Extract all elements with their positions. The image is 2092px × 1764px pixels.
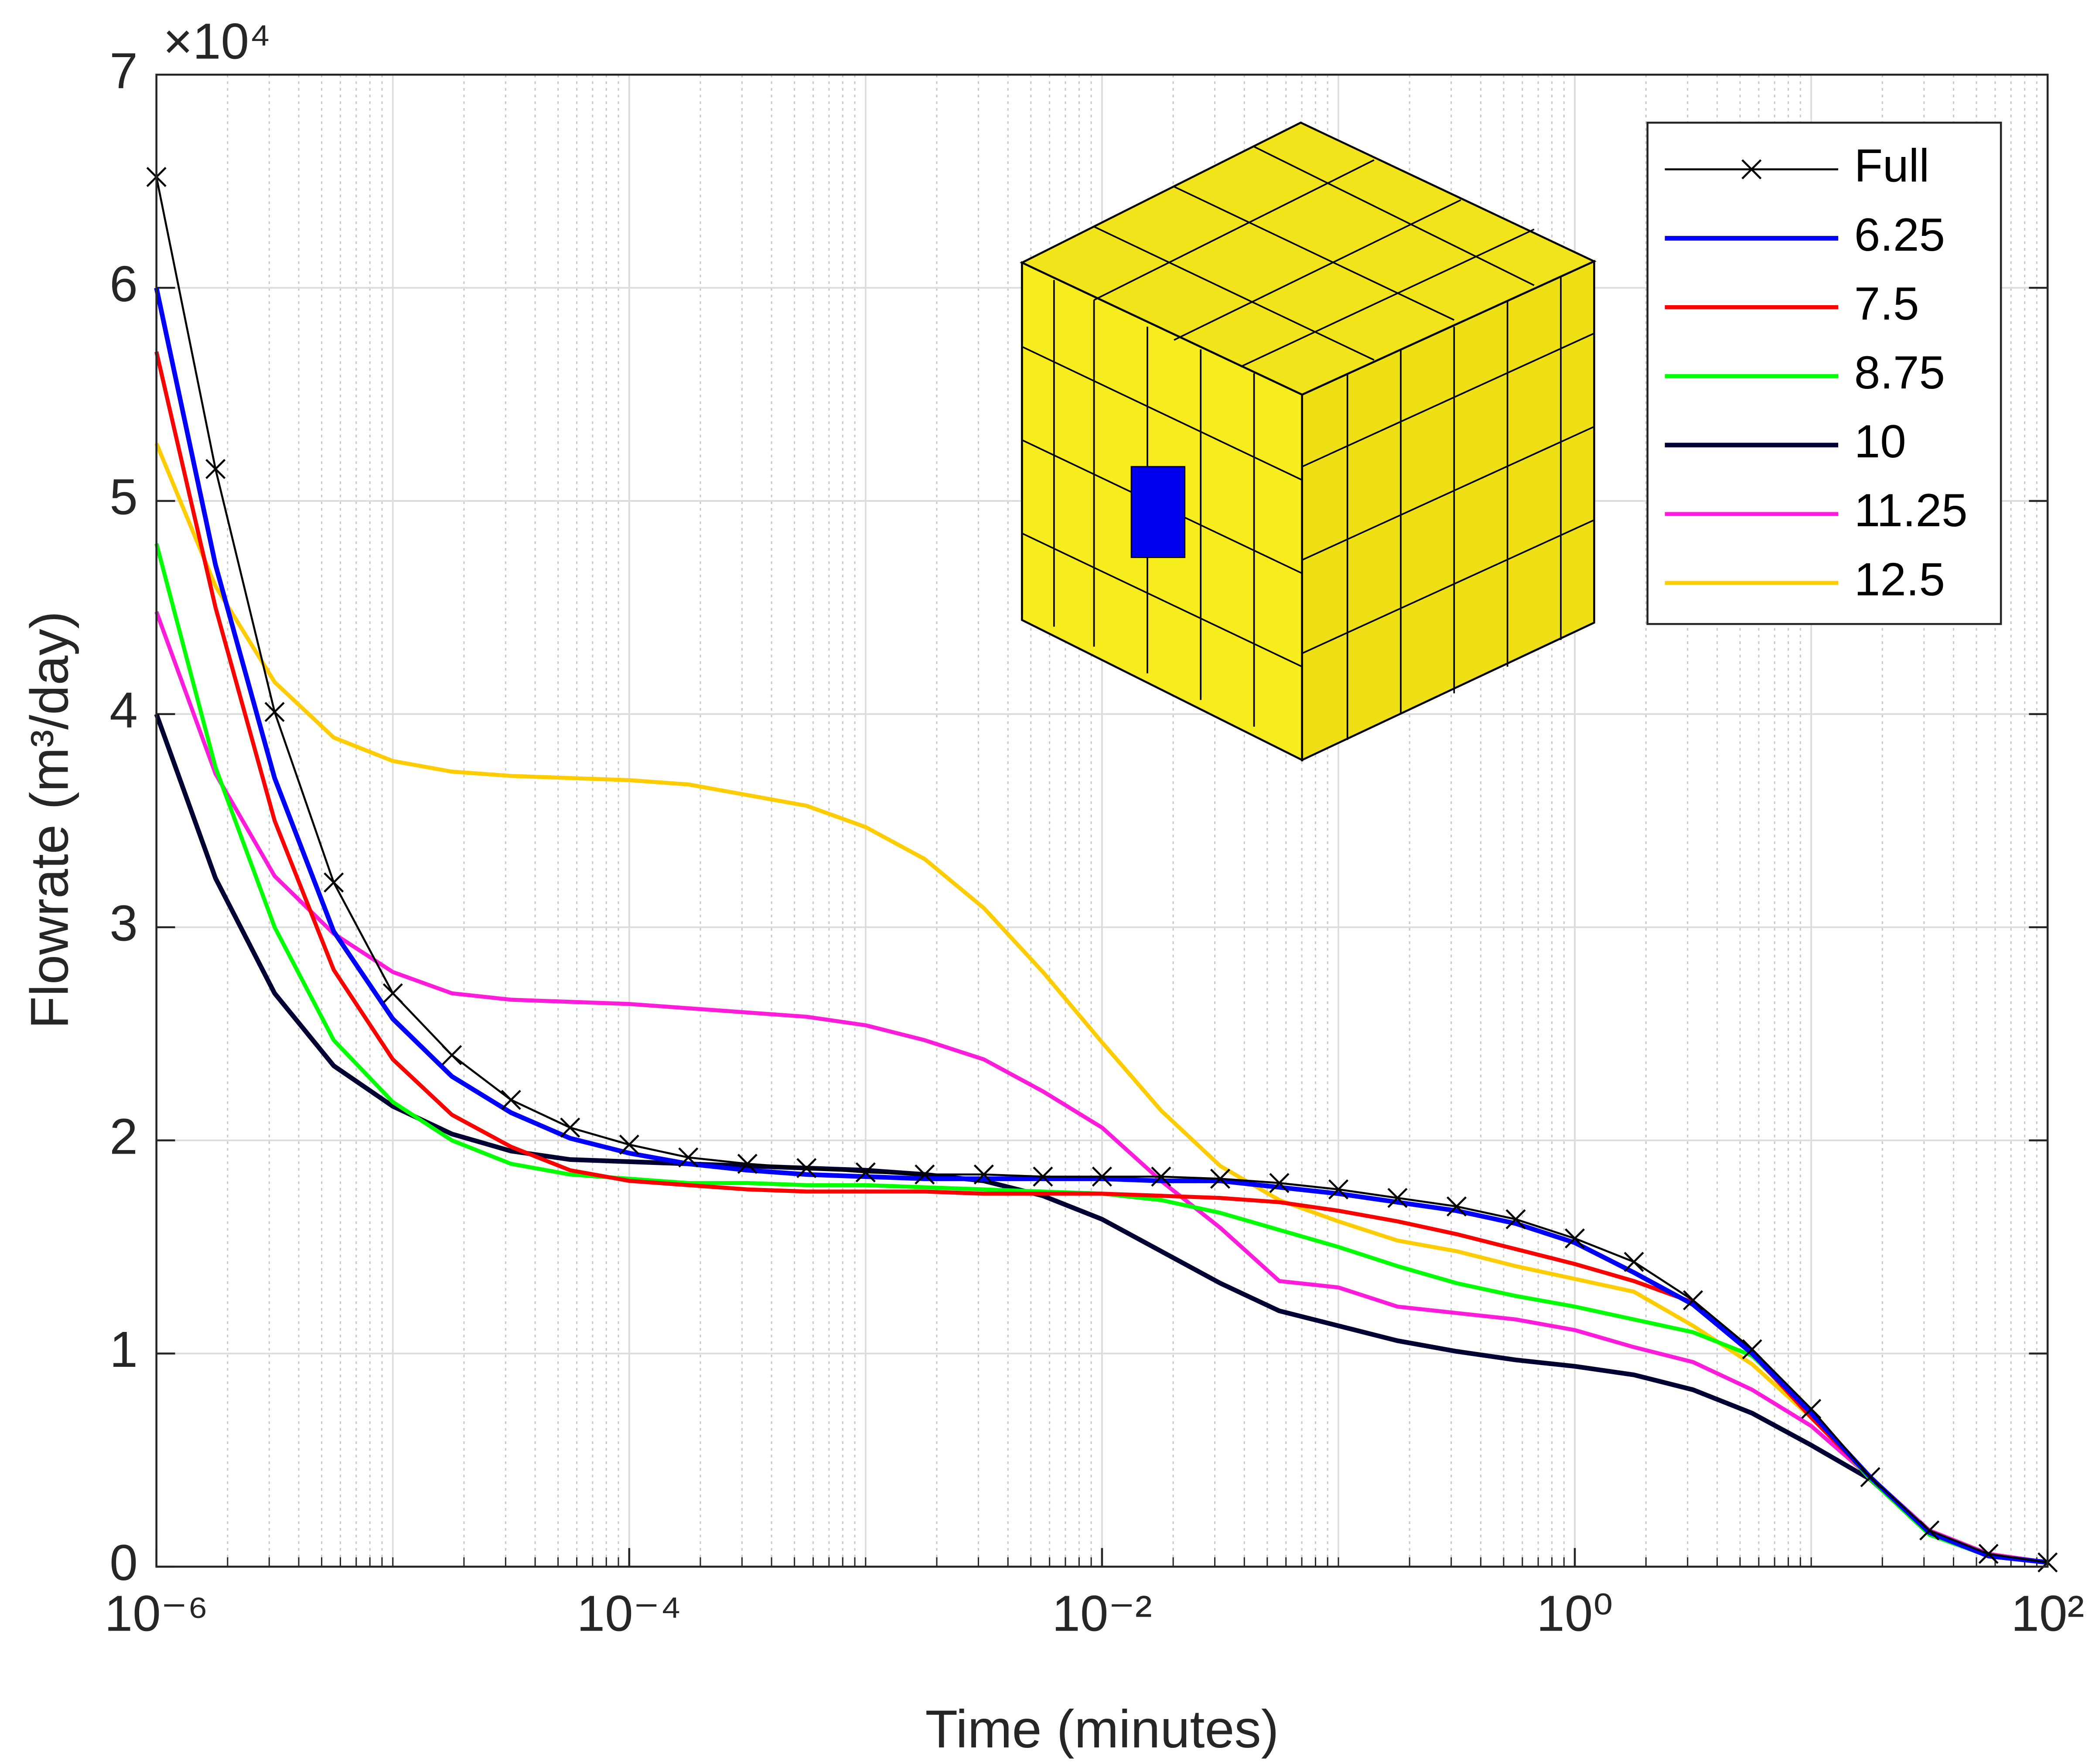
marker [382, 983, 403, 1004]
marker [324, 872, 344, 893]
marker [1446, 1196, 1467, 1217]
legend-box [1646, 122, 2002, 625]
plot-area [146, 167, 2058, 1573]
legend-label: 10 [1854, 415, 1906, 467]
x-tick-label: 10⁻⁶ [104, 1585, 208, 1641]
series-line [154, 287, 2048, 1565]
legend: Full 6.25 7.5 8.75 10 11.25 12.5 [1646, 122, 2002, 625]
series-line [154, 713, 2048, 1565]
marker [1092, 1166, 1112, 1187]
legend-label: 7.5 [1854, 277, 1919, 330]
marker [1683, 1290, 1703, 1311]
marker [1742, 1339, 1762, 1359]
marker [678, 1147, 699, 1168]
marker [1919, 1520, 1940, 1541]
marker [1860, 1467, 1880, 1488]
y-multiplier: ×10⁴ [163, 13, 271, 70]
marker [796, 1158, 817, 1178]
marker [1801, 1399, 1822, 1419]
y-axis-label: Flowrate (m³/day) [20, 611, 79, 1029]
marker [855, 1162, 876, 1182]
x-tick-label: 10⁰ [1536, 1585, 1613, 1641]
y-tick-label: 6 [109, 255, 138, 312]
legend-label: 11.25 [1854, 484, 1968, 536]
cube-side [1301, 259, 1595, 762]
marker [915, 1164, 935, 1185]
marker [1978, 1544, 1999, 1564]
marker [1269, 1173, 1290, 1193]
marker [1505, 1209, 1526, 1229]
marker [1033, 1166, 1053, 1187]
marker [619, 1134, 639, 1155]
y-tick-label: 2 [109, 1108, 138, 1165]
y-tick-label: 0 [109, 1534, 138, 1591]
y-tick-label: 7 [109, 42, 138, 99]
x-tick-label: 10⁻² [1052, 1585, 1152, 1641]
cube-block [1130, 466, 1186, 558]
marker [1328, 1179, 1349, 1200]
y-tick-label: 5 [109, 469, 138, 525]
marker [1741, 159, 1762, 180]
marker [264, 702, 285, 722]
marker [1624, 1252, 1644, 1272]
legend-label: 8.75 [1854, 346, 1945, 398]
marker [1565, 1228, 1585, 1249]
legend-label: Full [1854, 140, 1929, 192]
marker [560, 1117, 580, 1138]
marker [1151, 1166, 1171, 1187]
marker [442, 1045, 462, 1066]
marker [205, 459, 226, 479]
inset-cube [1020, 121, 1597, 762]
marker [1210, 1168, 1230, 1189]
marker [501, 1090, 521, 1110]
series-line [154, 443, 2048, 1565]
series-line [154, 611, 2048, 1565]
marker [973, 1164, 994, 1185]
marker [1387, 1188, 1408, 1208]
marker [737, 1154, 758, 1174]
y-tick-label: 4 [109, 682, 138, 739]
axes-box [155, 73, 2049, 1568]
x-tick-label: 10⁻⁴ [577, 1585, 682, 1641]
legend-label: 6.25 [1854, 208, 1945, 261]
y-tick-label: 3 [109, 895, 138, 951]
x-tick-label: 10² [2011, 1585, 2084, 1641]
legend-label: 12.5 [1854, 553, 1945, 605]
y-tick-label: 1 [109, 1321, 138, 1378]
x-axis-label: Time (minutes) [925, 1699, 1279, 1759]
